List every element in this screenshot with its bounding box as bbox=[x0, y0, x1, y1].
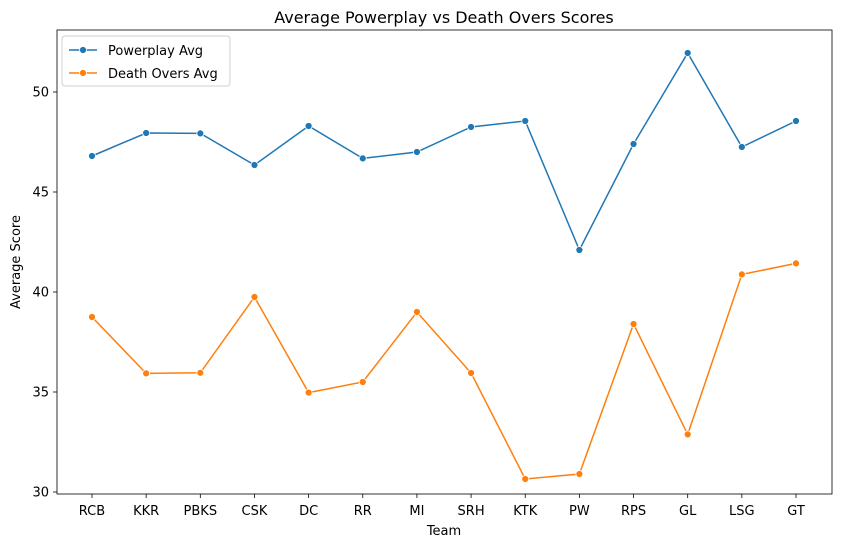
data-point bbox=[304, 388, 313, 397]
x-tick-label: RR bbox=[354, 504, 372, 519]
x-tick-label: DC bbox=[299, 504, 318, 519]
data-point bbox=[521, 117, 530, 125]
legend-label-death-overs: Death Overs Avg bbox=[108, 67, 218, 82]
x-tick-label: GL bbox=[679, 504, 697, 519]
data-point bbox=[88, 313, 96, 321]
data-point bbox=[304, 122, 313, 130]
data-point bbox=[521, 475, 530, 483]
x-tick-label: SRH bbox=[458, 504, 485, 519]
data-point bbox=[629, 140, 638, 148]
series-markers bbox=[88, 49, 800, 483]
data-point bbox=[196, 368, 205, 377]
data-point bbox=[196, 129, 205, 138]
x-tick-label: MI bbox=[409, 504, 424, 519]
x-tick-label: KKR bbox=[133, 504, 159, 519]
legend-label-powerplay: Powerplay Avg bbox=[108, 44, 203, 59]
data-point bbox=[683, 430, 692, 439]
data-point bbox=[575, 246, 584, 254]
x-axis-label: Team bbox=[426, 524, 461, 539]
y-tick-label: 40 bbox=[32, 286, 49, 301]
data-point bbox=[629, 320, 638, 328]
series-line-1 bbox=[91, 262, 797, 480]
series-lines bbox=[91, 51, 797, 480]
x-tick-label: RCB bbox=[79, 504, 105, 519]
data-point bbox=[683, 49, 692, 57]
data-point bbox=[792, 117, 800, 125]
data-point bbox=[358, 378, 367, 386]
y-axis-ticks: 30 35 40 45 50 bbox=[32, 86, 57, 501]
data-point bbox=[467, 123, 475, 131]
data-point bbox=[142, 369, 151, 378]
data-point bbox=[358, 154, 367, 163]
data-point bbox=[413, 148, 421, 156]
x-tick-label: PW bbox=[569, 504, 590, 519]
data-point bbox=[575, 470, 584, 478]
legend: Powerplay Avg Death Overs Avg bbox=[61, 35, 231, 87]
x-axis-ticks: RCB KKR PBKS CSK DC RR MI SRH KTK PW RPS GL LSG GT bbox=[79, 494, 805, 519]
y-axis-label: Average Score bbox=[9, 215, 24, 309]
data-point bbox=[142, 129, 151, 137]
y-tick-label: 50 bbox=[32, 86, 49, 101]
x-tick-label: GT bbox=[787, 504, 805, 519]
x-tick-label: RPS bbox=[621, 504, 646, 519]
data-point bbox=[792, 259, 800, 268]
legend-marker-powerplay bbox=[79, 46, 87, 54]
data-point bbox=[737, 270, 746, 279]
data-point bbox=[413, 308, 421, 316]
x-tick-label: CSK bbox=[242, 504, 268, 519]
data-point bbox=[467, 369, 475, 377]
x-tick-label: KTK bbox=[513, 504, 537, 519]
x-tick-label: LSG bbox=[729, 504, 755, 519]
legend-marker-death-overs bbox=[79, 69, 87, 77]
chart-title: Average Powerplay vs Death Overs Scores bbox=[274, 8, 614, 27]
data-point bbox=[250, 161, 259, 169]
y-tick-label: 45 bbox=[32, 186, 49, 201]
y-tick-label: 30 bbox=[32, 486, 49, 501]
plot-area bbox=[56, 29, 833, 495]
y-tick-label: 35 bbox=[32, 386, 49, 401]
data-point bbox=[737, 143, 746, 151]
legend-box bbox=[61, 35, 231, 87]
data-point bbox=[250, 293, 259, 301]
series-line-0 bbox=[91, 51, 797, 252]
data-point bbox=[88, 152, 96, 160]
x-tick-label: PBKS bbox=[184, 504, 218, 519]
